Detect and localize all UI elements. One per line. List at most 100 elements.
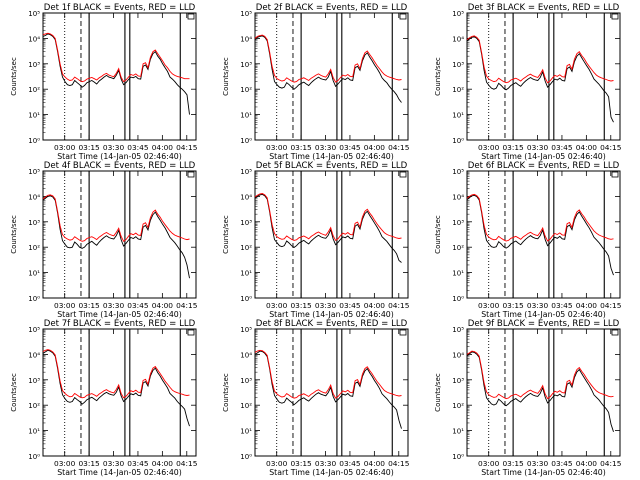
y-axis-label: Counts/sec <box>434 373 442 412</box>
lld-series-line <box>466 350 614 400</box>
events-series-line <box>42 349 190 427</box>
x-tick-label: 03:00 <box>478 301 500 310</box>
x-tick-label: 03:45 <box>127 459 149 468</box>
corner-marker <box>187 13 195 20</box>
x-tick-label: 04:15 <box>176 143 198 152</box>
x-tick-label: 04:15 <box>388 459 410 468</box>
y-tick-label: 10⁵ <box>240 10 252 18</box>
x-tick-label: 04:00 <box>364 459 386 468</box>
panel-title: Det 3f BLACK = Events, RED = LLD <box>468 3 620 13</box>
events-series-line <box>254 350 402 429</box>
x-tick-label: 04:15 <box>600 459 622 468</box>
plot-frame <box>254 328 409 457</box>
plot-frame <box>466 328 621 457</box>
y-tick-label: 10¹ <box>240 270 252 278</box>
y-tick-label: 10⁴ <box>240 351 252 359</box>
x-tick-label: 03:45 <box>339 143 361 152</box>
y-tick-label: 10² <box>452 86 464 94</box>
x-tick-label: 03:30 <box>527 143 549 152</box>
lld-series-line <box>42 349 190 399</box>
y-tick-label: 10⁰ <box>28 453 40 461</box>
events-series-line <box>466 194 614 276</box>
x-tick-label: 03:30 <box>315 301 337 310</box>
y-tick-label: 10⁰ <box>240 137 252 145</box>
y-tick-label: 10³ <box>452 219 464 227</box>
corner-marker <box>611 13 619 20</box>
y-axis-label: Counts/sec <box>434 57 442 96</box>
panel-det-4: Det 4f BLACK = Events, RED = LLD 10⁰ 10¹ 10… <box>10 161 198 319</box>
x-tick-label: 03:00 <box>478 143 500 152</box>
y-tick-label: 10⁵ <box>452 10 464 18</box>
y-tick-label: 10³ <box>28 219 40 227</box>
x-tick-label: 04:15 <box>600 301 622 310</box>
x-tick-label: 03:45 <box>127 143 149 152</box>
y-tick-label: 10² <box>452 244 464 252</box>
y-tick-label: 10² <box>240 244 252 252</box>
lld-series-line <box>42 32 190 83</box>
x-tick-label: 03:15 <box>78 301 100 310</box>
panel-title: Det 9f BLACK = Events, RED = LLD <box>468 319 620 329</box>
y-tick-label: 10¹ <box>240 428 252 436</box>
panel-title: Det 4f BLACK = Events, RED = LLD <box>44 161 196 171</box>
x-tick-label: 04:00 <box>152 143 174 152</box>
y-axis-label: Counts/sec <box>434 215 442 254</box>
x-tick-label: 03:00 <box>266 143 288 152</box>
y-tick-label: 10⁰ <box>452 295 464 303</box>
corner-marker <box>611 329 619 336</box>
x-tick-label: 04:15 <box>388 301 410 310</box>
events-series-line <box>254 35 402 103</box>
x-axis-label: Start Time (14-Jan-05 02:46:40) <box>57 468 182 477</box>
corner-marker <box>399 13 407 20</box>
x-tick-label: 03:15 <box>78 459 100 468</box>
y-tick-label: 10¹ <box>28 270 40 278</box>
x-tick-label: 04:00 <box>152 301 174 310</box>
y-tick-label: 10⁴ <box>28 351 40 359</box>
y-tick-label: 10² <box>28 244 40 252</box>
y-tick-label: 10² <box>28 86 40 94</box>
y-tick-label: 10¹ <box>452 428 464 436</box>
y-axis-label: Counts/sec <box>222 57 230 96</box>
x-tick-label: 03:30 <box>527 459 549 468</box>
x-tick-label: 03:30 <box>103 301 125 310</box>
y-axis-label: Counts/sec <box>10 215 18 254</box>
y-tick-label: 10¹ <box>240 112 252 120</box>
x-tick-label: 04:15 <box>600 143 622 152</box>
x-tick-label: 04:00 <box>576 143 598 152</box>
events-series-line <box>466 36 614 123</box>
x-tick-label: 03:30 <box>527 301 549 310</box>
panel-title: Det 7f BLACK = Events, RED = LLD <box>44 319 196 329</box>
plot-frame <box>42 12 197 141</box>
lld-series-line <box>254 34 402 83</box>
y-tick-label: 10³ <box>452 377 464 385</box>
corner-marker <box>187 329 195 336</box>
y-axis-label: Counts/sec <box>222 373 230 412</box>
y-axis-label: Counts/sec <box>222 215 230 254</box>
y-tick-label: 10⁵ <box>240 326 252 334</box>
x-tick-label: 03:00 <box>54 301 76 310</box>
y-tick-label: 10³ <box>28 377 40 385</box>
lld-series-line <box>254 349 402 399</box>
y-tick-label: 10⁰ <box>28 137 40 145</box>
corner-marker <box>611 171 619 178</box>
lld-series-line <box>254 193 402 242</box>
y-tick-label: 10⁴ <box>28 193 40 201</box>
y-tick-label: 10⁰ <box>452 453 464 461</box>
plot-frame <box>254 12 409 141</box>
panel-title: Det 6f BLACK = Events, RED = LLD <box>468 161 620 171</box>
y-tick-label: 10⁵ <box>452 326 464 334</box>
x-tick-label: 03:15 <box>502 459 524 468</box>
events-series-line <box>254 193 402 263</box>
x-tick-label: 03:00 <box>266 459 288 468</box>
y-axis-label: Counts/sec <box>10 373 18 412</box>
x-tick-label: 03:30 <box>103 459 125 468</box>
x-axis-label: Start Time (14-Jan-05 02:46:40) <box>269 468 394 477</box>
events-series-line <box>42 33 190 115</box>
y-tick-label: 10¹ <box>452 270 464 278</box>
y-tick-label: 10⁴ <box>452 351 464 359</box>
y-tick-label: 10⁰ <box>28 295 40 303</box>
x-tick-label: 04:00 <box>364 143 386 152</box>
x-tick-label: 03:45 <box>339 459 361 468</box>
y-tick-label: 10³ <box>240 219 252 227</box>
x-tick-label: 04:00 <box>152 459 174 468</box>
